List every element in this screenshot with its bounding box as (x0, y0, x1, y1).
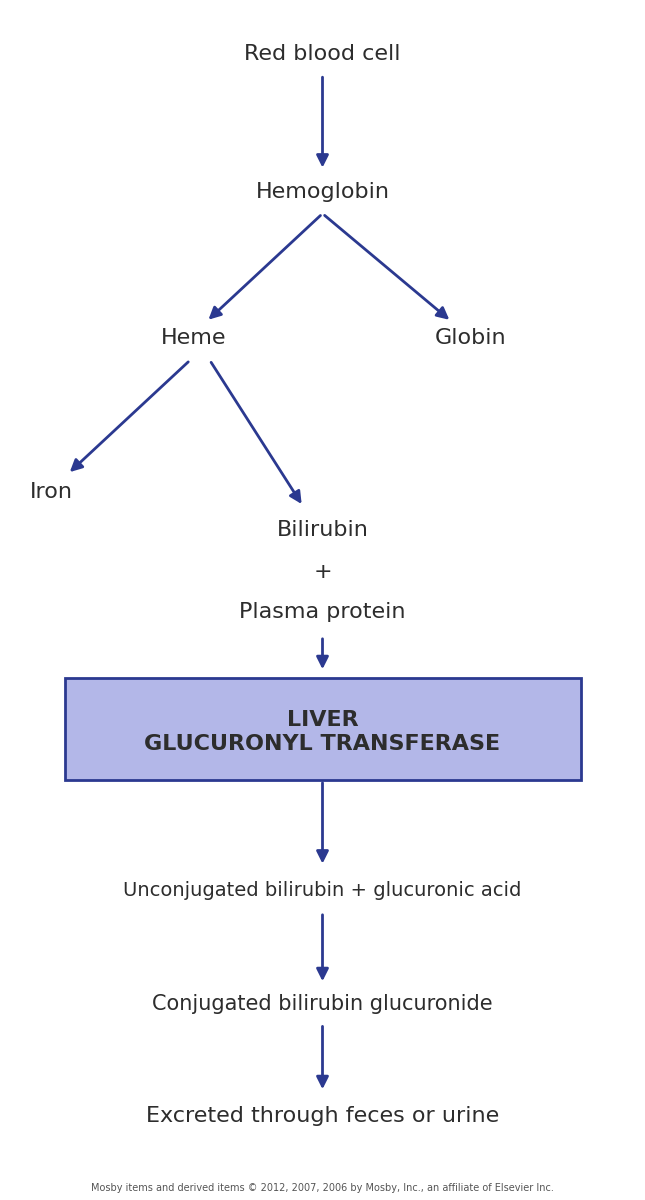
Text: Red blood cell: Red blood cell (244, 44, 401, 64)
Text: Unconjugated bilirubin + glucuronic acid: Unconjugated bilirubin + glucuronic acid (123, 881, 522, 900)
Text: Bilirubin: Bilirubin (277, 521, 368, 540)
Text: Excreted through feces or urine: Excreted through feces or urine (146, 1106, 499, 1126)
Text: LIVER
GLUCURONYL TRANSFERASE: LIVER GLUCURONYL TRANSFERASE (144, 710, 501, 754)
Text: Iron: Iron (30, 482, 73, 502)
FancyBboxPatch shape (64, 678, 580, 780)
Text: +: + (313, 563, 332, 582)
Text: Globin: Globin (435, 329, 507, 348)
Text: Plasma protein: Plasma protein (239, 602, 406, 622)
Text: Mosby items and derived items © 2012, 2007, 2006 by Mosby, Inc., an affiliate of: Mosby items and derived items © 2012, 20… (91, 1183, 554, 1193)
Text: Conjugated bilirubin glucuronide: Conjugated bilirubin glucuronide (152, 995, 493, 1014)
Text: Hemoglobin: Hemoglobin (255, 182, 390, 202)
Text: Heme: Heme (161, 329, 226, 348)
